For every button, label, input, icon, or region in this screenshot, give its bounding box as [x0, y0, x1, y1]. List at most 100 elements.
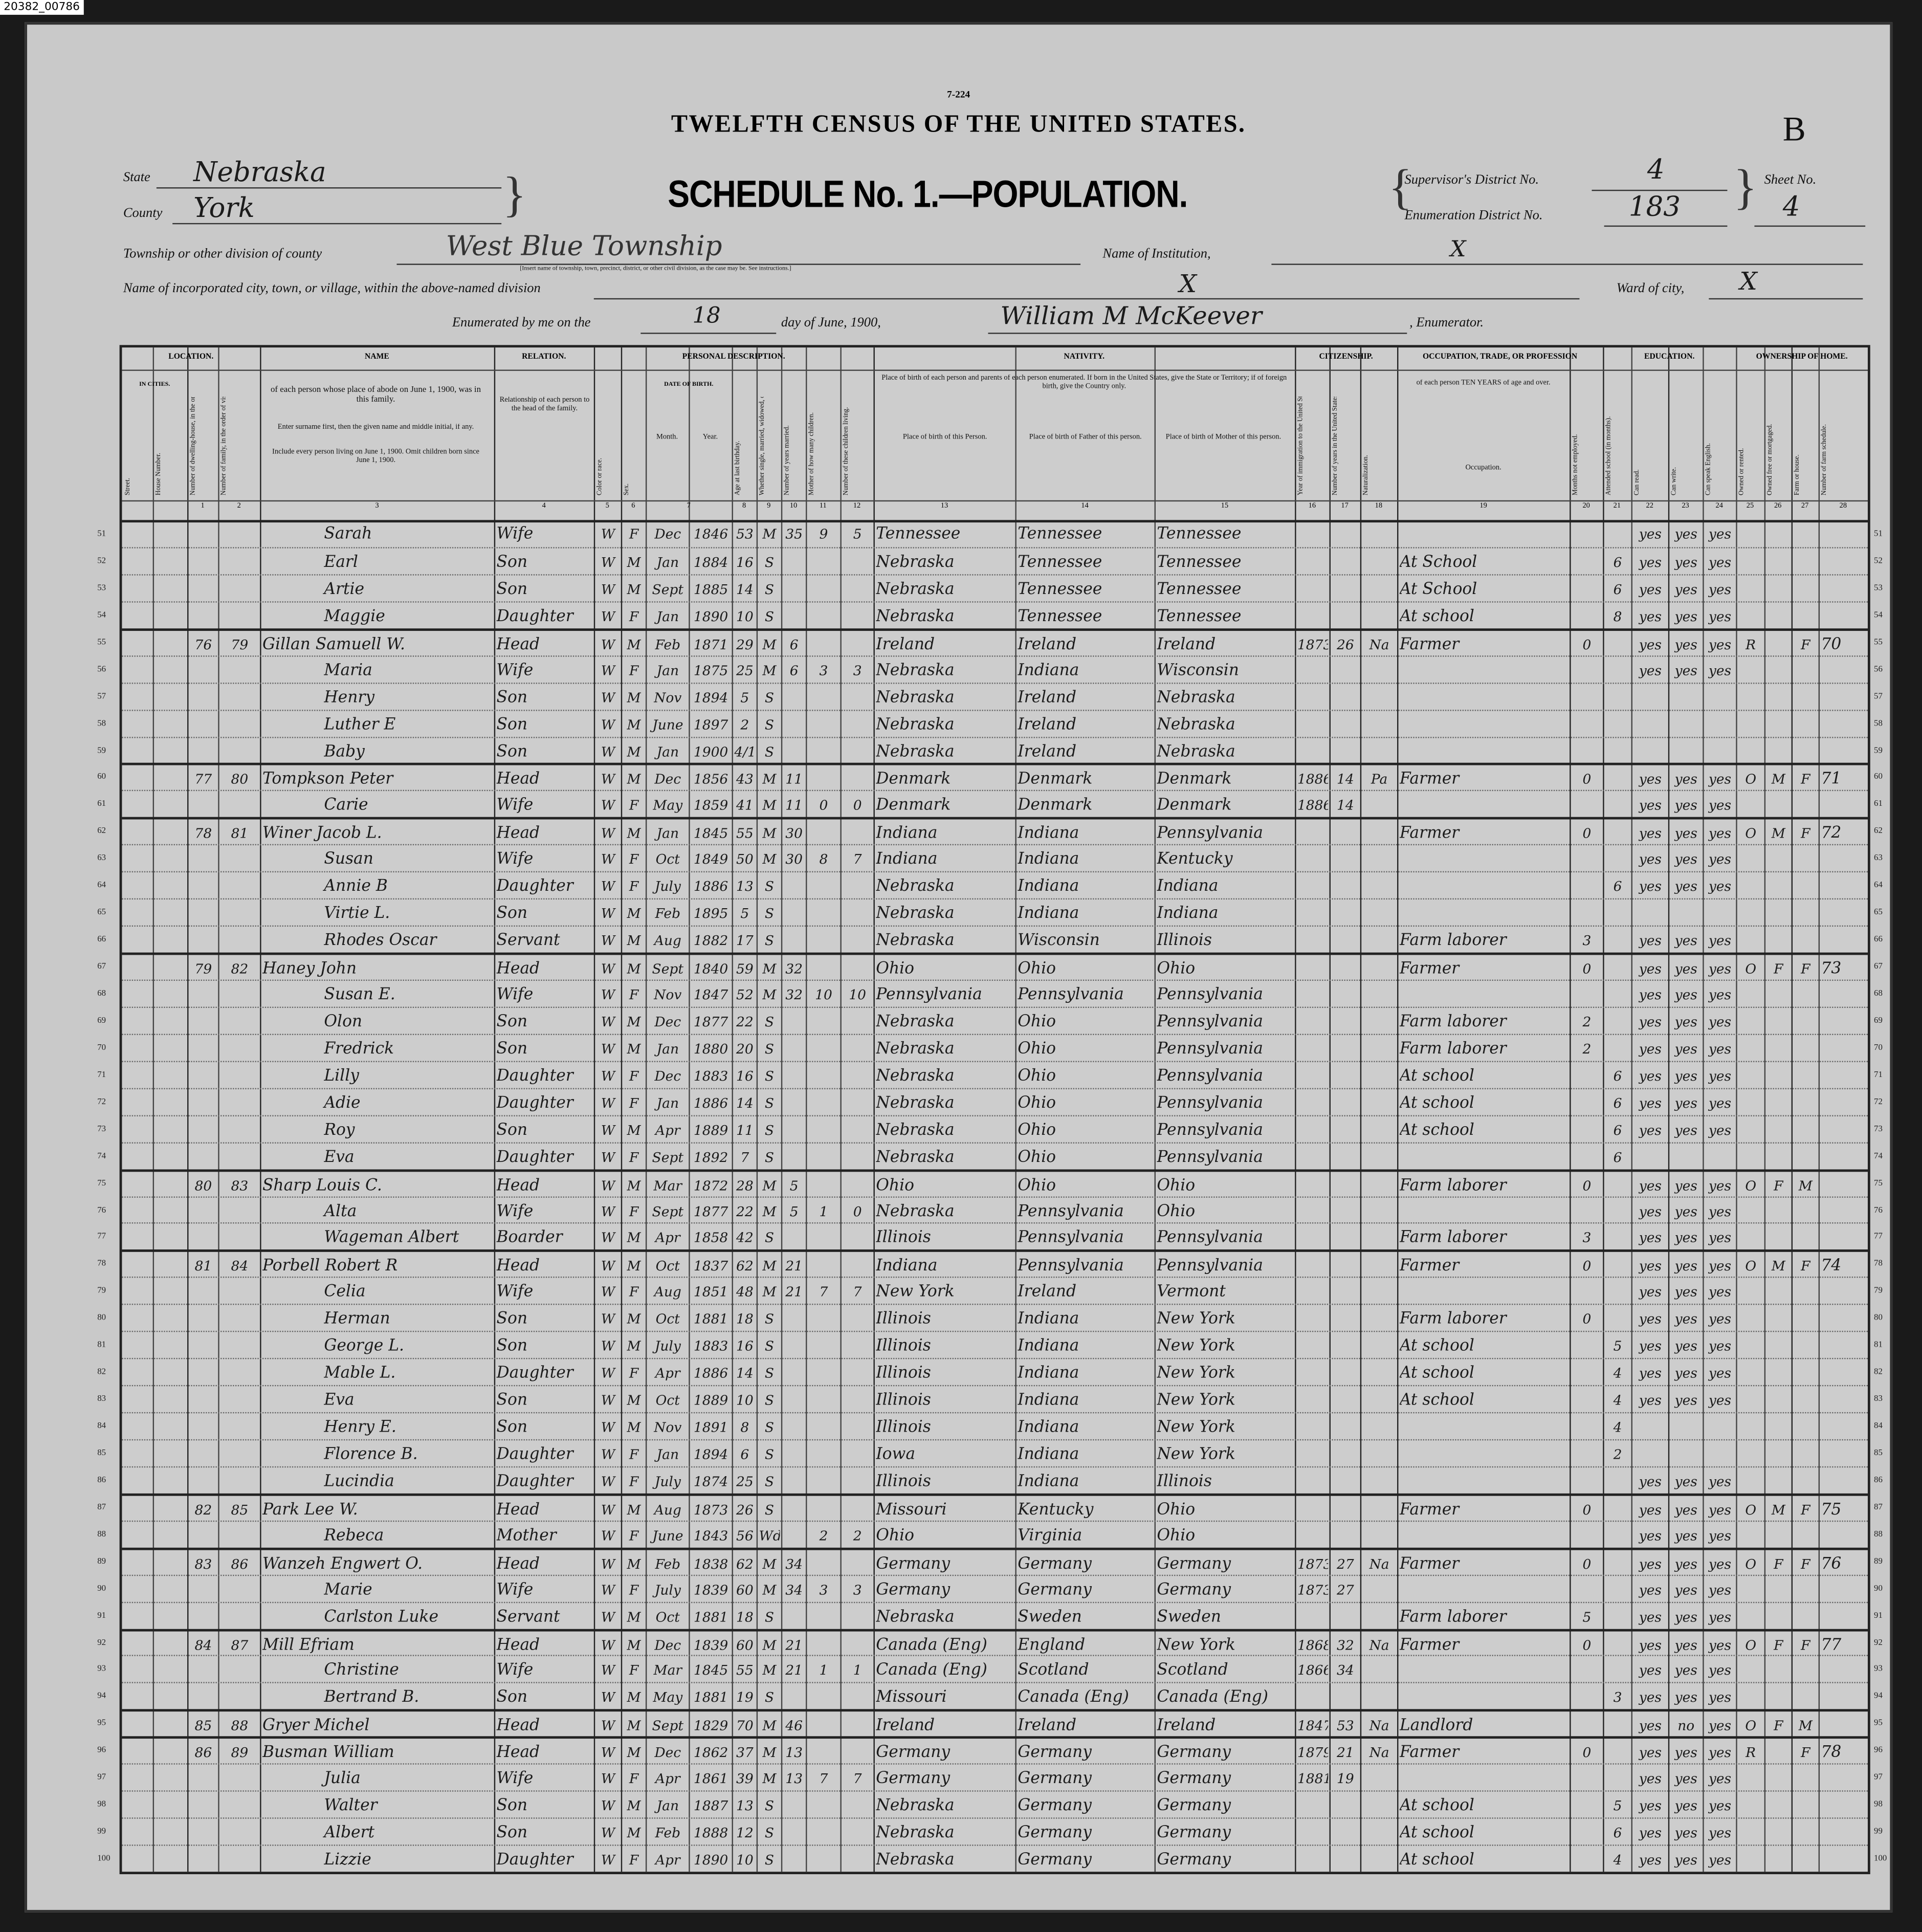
sex: M	[627, 933, 641, 949]
farm-schedule-number: 77	[1821, 1636, 1842, 1655]
farm-schedule-number	[1821, 1225, 1866, 1252]
can-speak-english: yes	[1708, 1852, 1732, 1869]
farm-schedule-number	[1821, 1117, 1866, 1144]
line-number-left: 95	[97, 1718, 106, 1728]
farm-house	[1794, 1577, 1817, 1603]
column-rule	[756, 347, 758, 1872]
age: 37	[736, 1745, 754, 1762]
immigration-year	[1297, 1468, 1328, 1495]
birth-month: Feb	[655, 1556, 681, 1572]
free-mortgaged: M	[1771, 1258, 1785, 1275]
farm-schedule-number	[1821, 1685, 1866, 1711]
occupation	[1400, 1442, 1568, 1468]
column-header-year: Year.	[702, 433, 718, 442]
table-row: 84 87 Mill Efriam Head W M Dec 1839 60 M 21 Canada …	[122, 1628, 1868, 1658]
color: W	[601, 1311, 615, 1328]
birth-year: 1890	[693, 1852, 728, 1869]
birth-year: 1889	[693, 1392, 728, 1409]
sex: F	[629, 879, 639, 895]
column-header-birth-father: Place of birth of Father of this person.	[1029, 433, 1142, 442]
years-married	[784, 1820, 805, 1846]
naturalization: Na	[1369, 1718, 1389, 1735]
color: W	[601, 1419, 615, 1436]
farm-house	[1794, 577, 1817, 603]
farm-house: F	[1801, 1745, 1810, 1762]
years-in-us	[1332, 821, 1359, 847]
children-living	[843, 1468, 872, 1495]
sex: F	[629, 1527, 639, 1544]
sex: M	[627, 1392, 641, 1409]
line-number-right: 99	[1874, 1826, 1883, 1836]
can-read: yes	[1639, 772, 1662, 788]
township-label: Township or other division of county	[123, 246, 322, 261]
free-mortgaged	[1767, 632, 1791, 658]
can-write: yes	[1674, 1122, 1697, 1138]
farm-schedule-number	[1821, 577, 1866, 603]
school-months	[1605, 712, 1630, 738]
column-header-relation-desc: Relationship of each person to the head …	[499, 397, 590, 413]
can-write	[1671, 712, 1702, 738]
birth-month: Dec	[654, 1745, 681, 1762]
children-living	[843, 1360, 872, 1387]
birthplace: Nebraska	[876, 607, 955, 626]
months-unemployed	[1572, 1333, 1602, 1359]
line-number-left: 73	[97, 1123, 106, 1133]
mother-birthplace: Ohio	[1157, 1500, 1196, 1520]
mother-birthplace: Nebraska	[1157, 742, 1235, 761]
free-mortgaged	[1767, 1198, 1791, 1224]
table-row: 80 83 Sharp Louis C. Head W M Mar 1872 28 M 5 Ohio O…	[122, 1169, 1868, 1198]
months-unemployed: 0	[1582, 826, 1592, 842]
dwelling-number	[190, 1577, 217, 1603]
farm-schedule-number	[1821, 1306, 1866, 1332]
children-living	[843, 1604, 872, 1630]
birthplace: Missouri	[876, 1500, 947, 1520]
relation: Wife	[496, 524, 534, 544]
children-born	[808, 901, 839, 927]
relation: Wife	[496, 796, 534, 815]
school-months: 6	[1613, 1825, 1622, 1841]
children-born	[808, 1415, 839, 1441]
father-birthplace: Pennsylvania	[1018, 985, 1124, 1004]
column-rule	[840, 347, 842, 1872]
immigration-year	[1297, 521, 1328, 547]
line-number-left: 97	[97, 1772, 106, 1782]
years-in-us	[1332, 982, 1359, 1008]
children-born	[808, 550, 839, 576]
naturalization	[1363, 1117, 1396, 1144]
years-married	[784, 577, 805, 603]
age: 60	[736, 1582, 754, 1598]
years-in-us	[1332, 521, 1359, 547]
family-number	[220, 982, 259, 1008]
can-speak-english	[1705, 1144, 1735, 1170]
column-rule	[1295, 347, 1296, 1872]
column-number: 7	[687, 502, 691, 511]
can-speak-english: yes	[1708, 662, 1732, 679]
occupation: At School	[1399, 580, 1477, 599]
mother-birthplace: Germany	[1157, 1744, 1231, 1763]
marital-status: S	[764, 1338, 775, 1355]
can-read: yes	[1639, 1338, 1662, 1355]
column-rule	[260, 347, 261, 1872]
person-name: Lilly	[324, 1067, 359, 1086]
children-living	[843, 1090, 872, 1116]
can-write: yes	[1674, 662, 1697, 679]
free-mortgaged	[1767, 1388, 1791, 1414]
birthplace: Illinois	[876, 1364, 931, 1383]
age: 10	[736, 608, 754, 625]
birth-year: 1886	[693, 1095, 728, 1111]
months-unemployed: 0	[1582, 1637, 1592, 1653]
marital-status: M	[762, 662, 777, 679]
immigration-year	[1297, 1254, 1328, 1280]
owned-rented	[1738, 901, 1763, 927]
naturalization	[1363, 1766, 1396, 1792]
years-in-us: 26	[1337, 636, 1354, 653]
family-number: 81	[231, 826, 249, 842]
immigration-year: 1847	[1297, 1718, 1328, 1735]
relation: Daughter	[496, 1067, 573, 1086]
relation: Wife	[496, 985, 534, 1004]
occupation	[1400, 982, 1568, 1008]
column-number: 10	[789, 502, 798, 511]
school-months	[1605, 1577, 1630, 1603]
age: 55	[736, 1662, 754, 1679]
farm-house	[1794, 793, 1817, 819]
